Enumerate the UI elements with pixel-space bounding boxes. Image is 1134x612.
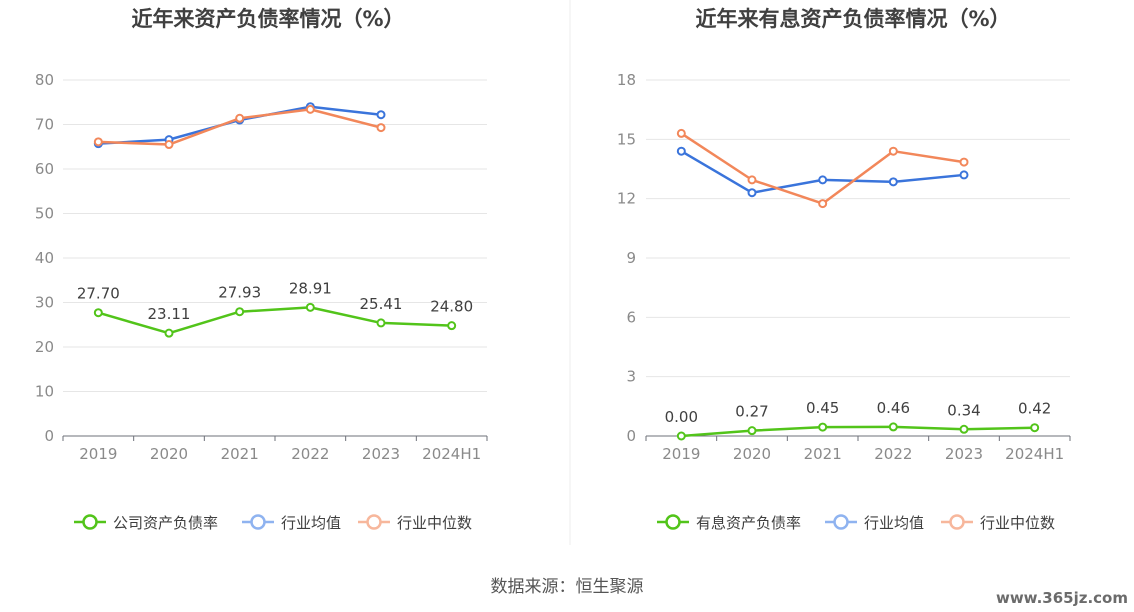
data-point-median (959, 157, 969, 167)
x-tick-label: 2022 (291, 445, 329, 463)
data-point-company (747, 426, 757, 436)
series-line-avg (98, 105, 382, 145)
x-tick-label: 2023 (945, 445, 983, 463)
data-point-median (164, 140, 174, 150)
data-point-company (1030, 423, 1040, 433)
data-point-avg (818, 175, 828, 185)
data-point-company (235, 307, 245, 317)
y-tick-label: 12 (617, 190, 636, 208)
data-point-median (747, 175, 757, 185)
x-tick-label: 2021 (221, 445, 259, 463)
legend-marker-median (366, 514, 382, 530)
data-label: 0.00 (665, 408, 698, 426)
legend-label: 行业中位数 (397, 514, 472, 532)
legend-marker-company (665, 514, 681, 530)
data-label: 27.93 (218, 284, 261, 302)
y-tick-label: 40 (35, 249, 54, 267)
y-tick-label: 50 (35, 205, 54, 223)
data-point-avg (747, 188, 757, 198)
data-label: 25.41 (360, 295, 403, 313)
data-point-median (305, 104, 315, 114)
data-point-company (818, 422, 828, 432)
data-point-avg (376, 110, 386, 120)
data-point-company (959, 424, 969, 434)
x-tick-label: 2024H1 (1005, 445, 1064, 463)
series-line-company (97, 306, 452, 335)
chart-interest-debt-ratio: 近年来有息资产负债率情况（%） 0 3 6 9 12 15 18 2019 2020 2021 202… (617, 7, 1071, 532)
x-tick-label: 2020 (150, 445, 188, 463)
data-label: 23.11 (148, 305, 191, 323)
series-line-avg (680, 150, 965, 194)
data-point-median (93, 137, 103, 147)
data-label: 0.27 (735, 403, 768, 421)
x-tick-label: 2019 (662, 445, 700, 463)
chart-title: 近年来有息资产负债率情况（%） (695, 7, 1010, 31)
legend-label: 行业均值 (864, 514, 924, 532)
data-point-company (676, 431, 686, 441)
data-point-median (818, 199, 828, 209)
y-tick-label: 15 (617, 130, 636, 148)
y-tick-label: 70 (35, 116, 54, 134)
data-point-company (447, 321, 457, 331)
y-tick-label: 0 (44, 427, 54, 445)
y-tick-label: 60 (35, 160, 54, 178)
legend-label: 行业中位数 (980, 514, 1055, 532)
data-label: 0.46 (877, 399, 910, 417)
data-point-median (376, 123, 386, 133)
x-tick-label: 2024H1 (422, 445, 481, 463)
y-tick-label: 30 (35, 294, 54, 312)
legend-marker-company (82, 514, 98, 530)
y-tick-label: 9 (626, 249, 636, 267)
data-source: 数据来源：恒生聚源 (491, 577, 644, 597)
data-point-median (676, 128, 686, 138)
series-line-median (680, 132, 965, 205)
series-line-company (681, 425, 1035, 438)
legend-label: 行业均值 (281, 514, 341, 532)
data-point-avg (676, 146, 686, 156)
legend-marker-avg (833, 514, 849, 530)
data-point-avg (959, 170, 969, 180)
legend-label: 公司资产负债率 (113, 514, 218, 532)
data-label: 27.70 (77, 285, 120, 303)
chart-debt-ratio: 近年来资产负债率情况（%） 0 10 20 30 40 50 60 70 80 2019 2020 20… (35, 7, 488, 532)
y-tick-label: 80 (35, 71, 54, 89)
data-point-company (305, 302, 315, 312)
data-label: 0.42 (1018, 400, 1051, 418)
y-tick-label: 3 (626, 368, 636, 386)
chart-title: 近年来资产负债率情况（%） (131, 7, 404, 31)
data-label: 28.91 (289, 279, 332, 297)
data-point-company (888, 422, 898, 432)
data-point-median (235, 113, 245, 123)
data-point-company (164, 328, 174, 338)
x-tick-label: 2022 (874, 445, 912, 463)
y-tick-label: 0 (626, 427, 636, 445)
y-tick-label: 10 (35, 383, 54, 401)
legend-marker-median (949, 514, 965, 530)
data-point-avg (888, 177, 898, 187)
data-label: 0.45 (806, 399, 839, 417)
x-tick-label: 2021 (804, 445, 842, 463)
legend-label: 有息资产负债率 (696, 514, 801, 532)
y-tick-label: 20 (35, 338, 54, 356)
data-label: 0.34 (947, 401, 980, 419)
x-tick-label: 2023 (362, 445, 400, 463)
data-point-company (93, 308, 103, 318)
x-tick-label: 2019 (79, 445, 117, 463)
data-point-median (888, 146, 898, 156)
x-tick-label: 2020 (733, 445, 771, 463)
data-label: 24.80 (430, 298, 473, 316)
y-tick-label: 18 (617, 71, 636, 89)
legend-marker-avg (250, 514, 266, 530)
data-point-company (376, 318, 386, 328)
watermark: www.365jz.com (996, 589, 1128, 607)
y-tick-label: 6 (626, 308, 636, 326)
